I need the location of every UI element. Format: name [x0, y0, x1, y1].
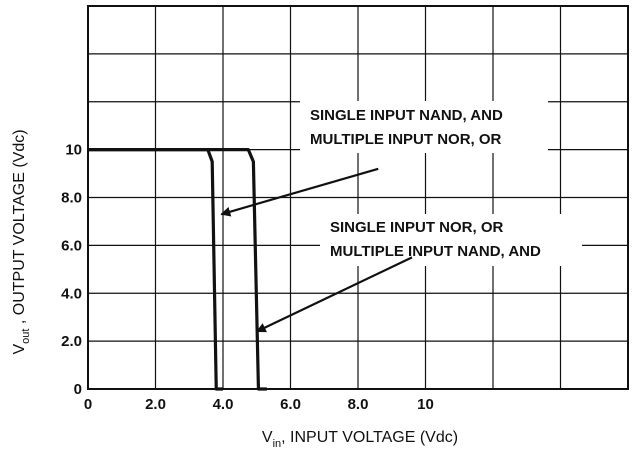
x-tick-label: 2.0	[145, 396, 166, 413]
annotation-arrow	[255, 256, 413, 333]
y-tick-label: 2.0	[61, 333, 82, 350]
x-tick-label: 0	[84, 396, 92, 413]
y-tick-label: 8.0	[61, 190, 82, 207]
series-group	[88, 148, 267, 391]
y-axis-title: Vout , OUTPUT VOLTAGE (Vdc)	[11, 129, 32, 354]
annotation-text-line: MULTIPLE INPUT NAND, AND	[330, 243, 541, 260]
annotation-text-line: SINGLE INPUT NAND, AND	[310, 107, 503, 124]
y-axis-title-main: V	[11, 344, 28, 355]
x-tick-label: 4.0	[213, 396, 234, 413]
annotation-background	[320, 214, 582, 266]
x-tick-label: 10	[417, 396, 434, 413]
x-axis-title-sub: in	[273, 438, 282, 450]
plot-frame	[87, 5, 629, 390]
x-tick-label: 8.0	[348, 396, 369, 413]
y-axis-title-rest: , OUTPUT VOLTAGE (Vdc)	[11, 129, 28, 328]
annotation-arrow	[220, 167, 379, 217]
y-tick-label: 10	[65, 142, 82, 159]
annotation-text-line: SINGLE INPUT NOR, OR	[330, 219, 504, 236]
x-tick-label: 6.0	[280, 396, 301, 413]
series-line-2	[88, 148, 267, 391]
x-axis-title-main: V	[262, 429, 273, 446]
annotations-group: SINGLE INPUT NAND, AND MULTIPLE INPUT NOR…	[220, 101, 582, 333]
y-tick-label: 0	[74, 381, 82, 398]
annotation-background	[300, 101, 548, 153]
tick-labels: 0 2.0 4.0 6.0 8.0 10 0 2.0 4.0 6.0 8.0 10	[61, 142, 434, 413]
y-axis-title-sub: out	[20, 329, 32, 344]
annotation-text-line: MULTIPLE INPUT NOR, OR	[310, 131, 502, 148]
y-tick-label: 6.0	[61, 237, 82, 254]
x-axis-title: Vin, INPUT VOLTAGE (Vdc)	[262, 429, 458, 450]
x-axis-title-rest: , INPUT VOLTAGE (Vdc)	[281, 429, 458, 446]
grid	[88, 6, 628, 389]
y-tick-label: 4.0	[61, 285, 82, 302]
